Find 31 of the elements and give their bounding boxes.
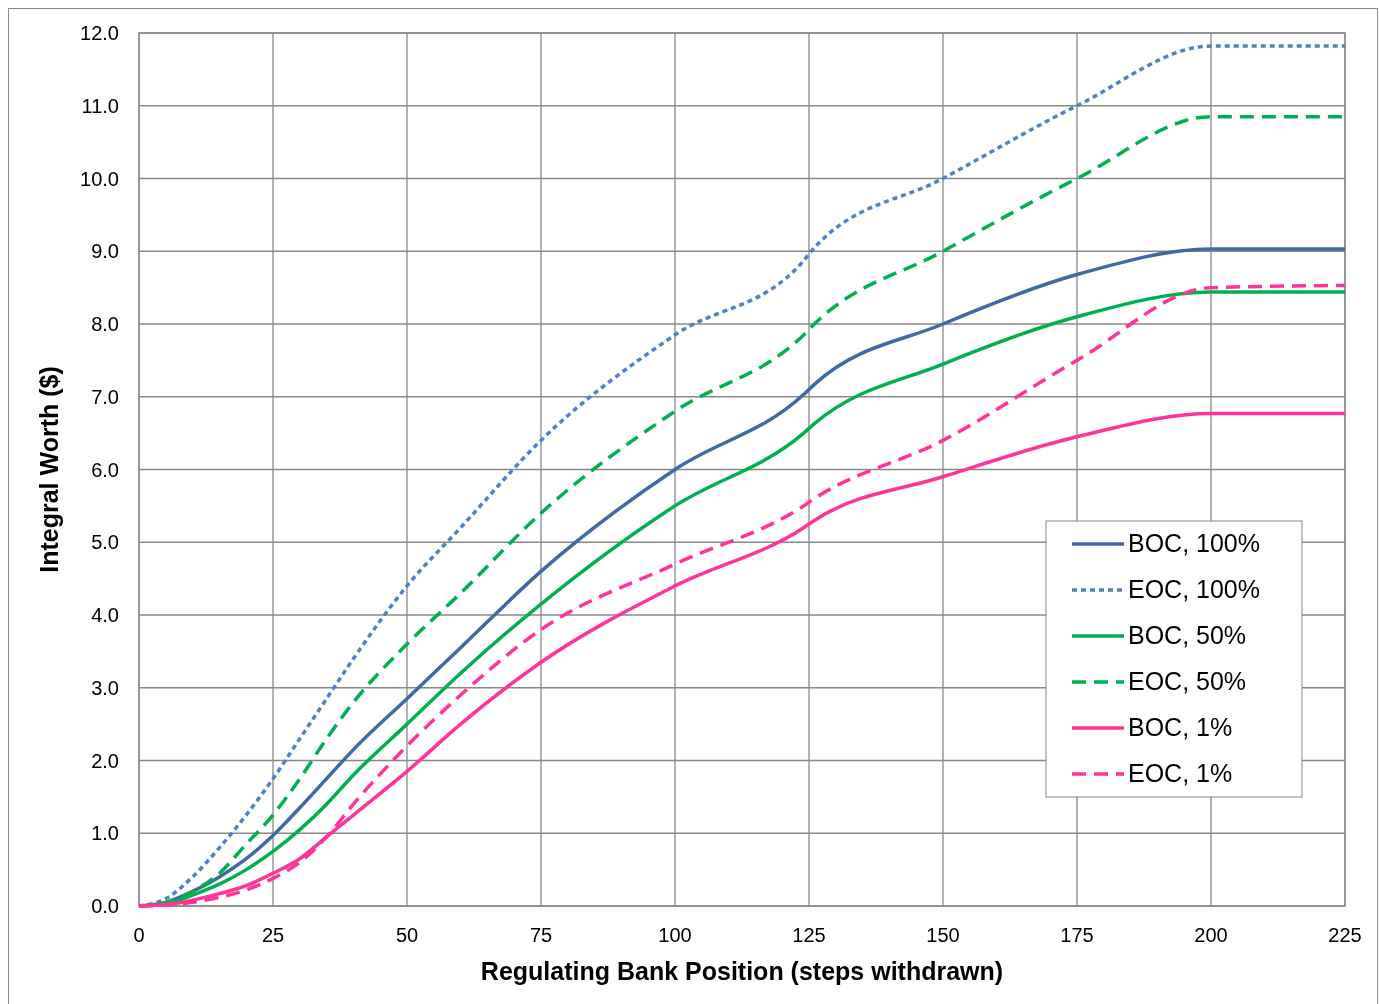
legend-label: BOC, 1% [1128, 713, 1233, 741]
x-tick-label: 175 [1060, 924, 1094, 946]
x-tick-label: 125 [792, 924, 826, 946]
y-tick-label: 0.0 [91, 895, 119, 917]
legend-label: EOC, 100% [1128, 575, 1261, 603]
x-tick-label: 25 [261, 924, 285, 946]
x-tick-label: 225 [1328, 924, 1362, 946]
y-tick-label: 1.0 [91, 822, 119, 845]
legend-label: EOC, 1% [1128, 759, 1233, 787]
y-tick-label: 9.0 [91, 240, 119, 263]
legend-label: EOC, 50% [1128, 667, 1247, 695]
y-tick-label: 10.0 [80, 167, 119, 190]
x-tick-label: 100 [658, 924, 692, 946]
y-tick-label: 2.0 [91, 749, 119, 772]
y-tick-label: 4.0 [91, 604, 119, 626]
y-tick-label: 3.0 [91, 676, 119, 699]
legend-label: BOC, 100% [1128, 529, 1261, 557]
y-axis-title: Integral Worth ($) [35, 366, 63, 573]
x-tick-label: 0 [133, 924, 145, 946]
y-tick-label: 8.0 [91, 313, 119, 335]
legend-label: BOC, 50% [1128, 621, 1247, 649]
x-tick-label: 150 [926, 924, 960, 946]
y-tick-label: 11.0 [81, 94, 119, 117]
x-axis-title: Regulating Bank Position (steps withdrawn) [480, 957, 1004, 985]
x-tick-label: 200 [1194, 924, 1228, 946]
y-tick-label: 12.0 [80, 22, 119, 44]
y-tick-label: 7.0 [91, 385, 119, 408]
x-tick-label: 50 [395, 924, 419, 946]
x-tick-label: 75 [529, 924, 553, 946]
y-tick-label: 6.0 [91, 458, 119, 481]
y-tick-label: 5.0 [91, 531, 119, 554]
